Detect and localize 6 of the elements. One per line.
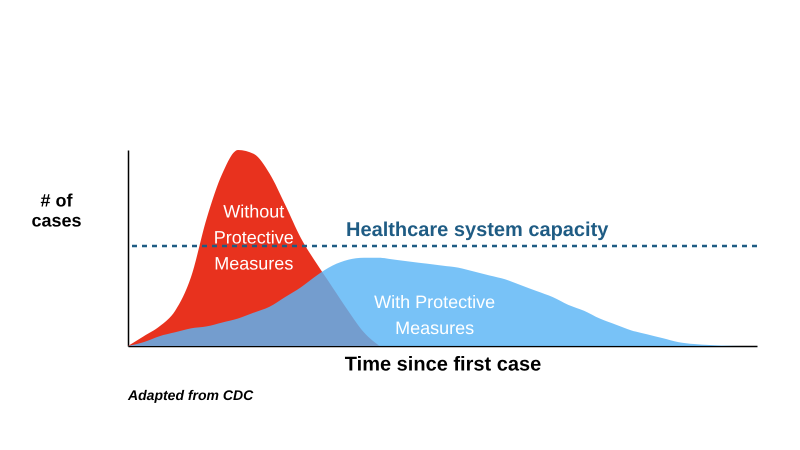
ref-line-label: Healthcare system capacity xyxy=(346,219,610,242)
y-axis-title: # of cases xyxy=(31,190,82,230)
series-label: With Protective Measures xyxy=(374,292,496,338)
x-axis-title: Time since first case xyxy=(344,354,542,376)
text: Adapted from CDC xyxy=(127,387,254,403)
series-label: Without Protective Measures xyxy=(214,202,294,274)
